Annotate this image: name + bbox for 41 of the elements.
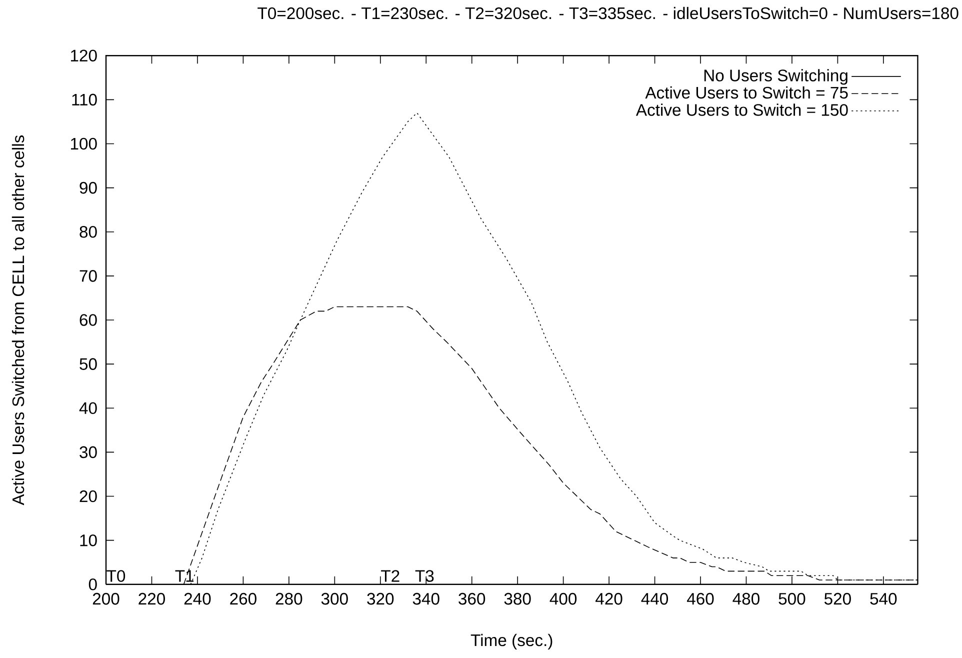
annotation: T1 (175, 570, 194, 582)
x-tick-label: 280 (276, 592, 302, 605)
x-tick-label: 320 (367, 592, 394, 605)
y-tick-label: 40 (79, 402, 97, 414)
x-tick-label: 440 (641, 592, 668, 605)
x-tick-label: 360 (458, 592, 486, 605)
y-tick-label: 60 (80, 314, 97, 326)
y-tick-label: 80 (80, 226, 97, 238)
y-tick-label: 100 (70, 138, 97, 150)
x-tick-label: 460 (686, 592, 714, 605)
x-tick-label: 480 (732, 592, 760, 605)
y-axis-title: Active Users Switched from CELL to all other cells (12, 135, 24, 506)
x-tick-label: 260 (230, 592, 256, 605)
y-tick-label: 90 (80, 182, 97, 194)
y-tick-label: 10 (80, 534, 97, 546)
x-tick-label: 200 (92, 592, 120, 605)
legend-label: Active Users to Switch = 150 (636, 104, 848, 116)
x-tick-label: 240 (184, 592, 211, 605)
legend-label: Active Users to Switch = 75 (645, 86, 848, 99)
y-tick-label: 110 (72, 94, 97, 106)
x-tick-label: 520 (824, 592, 851, 605)
legend-label: No Users Switching (704, 69, 848, 85)
y-tick-label: 20 (80, 490, 97, 502)
x-axis-title: Time (sec.) (470, 634, 552, 650)
x-tick-label: 400 (550, 592, 577, 605)
y-tick-label: 30 (80, 446, 97, 458)
annotation: T2 (381, 570, 400, 582)
chart-title: T0=200sec. - T1=230sec. - T2=320sec. - T3=335sec. - idleUsersToSwitch=0 - NumUsers=180 (258, 6, 958, 20)
x-tick-label: 540 (870, 592, 897, 605)
x-tick-label: 420 (596, 592, 622, 605)
y-tick-label: 70 (80, 270, 97, 282)
x-tick-label: 340 (412, 592, 440, 605)
annotation: T3 (415, 570, 434, 582)
x-tick-label: 220 (138, 592, 165, 605)
x-tick-label: 500 (778, 592, 806, 605)
annotation: T0 (106, 570, 126, 582)
y-tick-label: 120 (70, 50, 97, 62)
x-tick-label: 380 (504, 592, 531, 605)
x-tick-label: 300 (321, 592, 348, 605)
y-tick-label: 50 (80, 358, 97, 370)
y-tick-label: 0 (88, 578, 97, 590)
